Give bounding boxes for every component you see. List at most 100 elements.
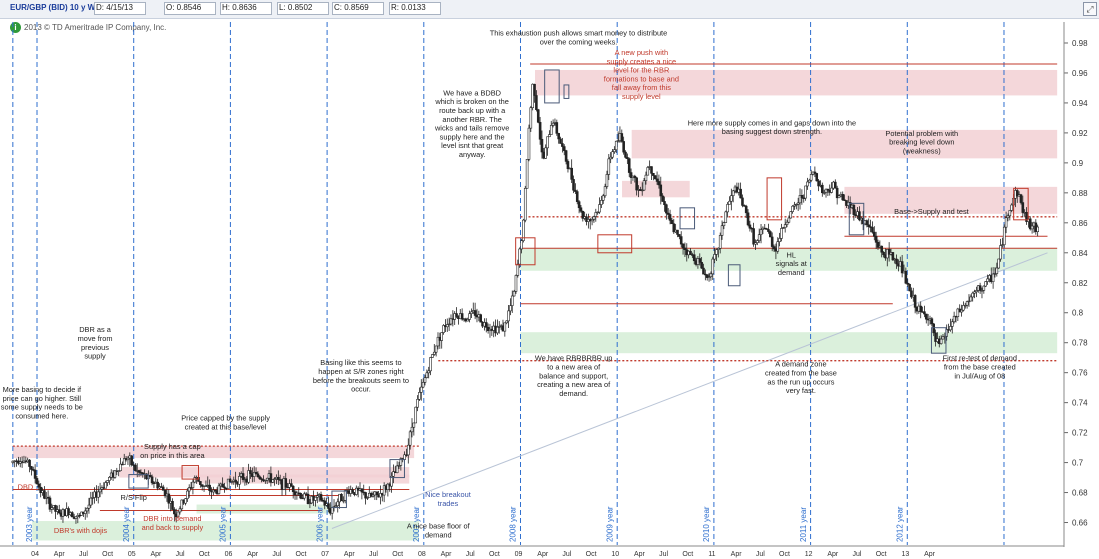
candle-body xyxy=(254,472,258,475)
y-tick-label: 0.82 xyxy=(1072,279,1088,288)
x-tick-label: Apr xyxy=(150,551,162,558)
candle-body xyxy=(574,189,577,192)
candle-body xyxy=(796,202,800,205)
candle-body xyxy=(633,175,637,179)
candle-body xyxy=(785,221,789,225)
x-tick-label: Oct xyxy=(489,551,500,558)
annotation-line: occur. xyxy=(351,385,371,394)
annotation-line: HL xyxy=(787,250,796,259)
candle-body xyxy=(575,191,579,202)
candle-body xyxy=(752,228,755,245)
candle-body xyxy=(1028,218,1032,230)
candle-body xyxy=(997,258,1000,269)
candle-body xyxy=(323,500,327,506)
candle-body xyxy=(620,133,624,142)
candle-body xyxy=(949,326,952,331)
candle-body xyxy=(659,184,663,197)
highlight-box xyxy=(930,327,947,354)
candle-body xyxy=(780,228,783,239)
candle-body xyxy=(707,276,711,278)
annotation-line: creating a new area of xyxy=(537,380,611,389)
candle-body xyxy=(581,210,585,219)
annotation-line: signals at xyxy=(776,259,807,268)
annotation-line: wicks and tails remove xyxy=(434,124,509,133)
x-tick-label: 05 xyxy=(128,551,136,558)
annotation-line: created at this base/level xyxy=(185,422,267,431)
highlight-box xyxy=(727,264,741,287)
candle-body xyxy=(577,201,581,209)
candle-body xyxy=(800,195,804,199)
candle-body xyxy=(520,240,523,250)
candle-body xyxy=(967,300,971,303)
candle-body xyxy=(579,207,583,212)
header-box xyxy=(389,2,441,15)
annotation-line: R/S Flip xyxy=(121,493,147,502)
candle-body xyxy=(460,313,464,320)
candle-body xyxy=(336,501,340,507)
candle-body xyxy=(724,211,728,223)
candle-body xyxy=(776,241,780,252)
candles xyxy=(11,83,1039,524)
highlight-box xyxy=(766,177,783,221)
candle-body xyxy=(546,136,549,149)
highlight-box xyxy=(1013,187,1029,221)
expand-icon[interactable]: ⤢ xyxy=(1083,2,1097,16)
candle-body xyxy=(607,158,611,175)
candle-body xyxy=(447,323,451,326)
candle-body xyxy=(876,242,880,248)
candle-body xyxy=(260,478,263,480)
candle-body xyxy=(340,493,343,502)
candle-body xyxy=(865,220,869,226)
candle-body xyxy=(679,236,683,245)
annotations: This exhaustion push allows smart money … xyxy=(1,28,1017,539)
candle-body xyxy=(392,471,395,477)
annotation-line: We have a BDBD xyxy=(443,88,501,97)
annotation-text: Supply has a cap on price in this area xyxy=(140,442,205,460)
candle-body xyxy=(319,494,323,501)
candle-body xyxy=(273,478,276,480)
annotation-text: DBD xyxy=(18,483,34,492)
x-tick-label: Jul xyxy=(369,551,378,558)
year-label: 2008 year xyxy=(509,506,518,542)
candle-body xyxy=(652,173,655,176)
candle-body xyxy=(173,509,176,515)
candle-body xyxy=(536,109,540,123)
year-label: 2010 year xyxy=(702,506,711,542)
candle-body xyxy=(533,83,536,96)
candle-body xyxy=(410,426,414,433)
candle-body xyxy=(835,187,839,199)
candle-body xyxy=(364,492,367,499)
annotation-text: We have a BDBD which is broken on the rout… xyxy=(434,88,509,159)
highlight-box xyxy=(597,234,633,254)
candle-body xyxy=(869,226,872,228)
annotation-line: DBR into demand xyxy=(143,514,201,523)
annotation-text: DBR as a move from previous supply xyxy=(78,325,113,360)
candle-body xyxy=(290,483,293,487)
x-tick-label: Oct xyxy=(586,551,597,558)
candle-body xyxy=(171,500,174,510)
candle-body xyxy=(137,470,141,473)
candle-body xyxy=(256,473,260,477)
candle-body xyxy=(793,204,796,207)
annotation-line: happen at S/R zones right xyxy=(318,367,403,376)
annotation-line: This exhaustion push allows smart money … xyxy=(490,28,667,37)
candle-body xyxy=(728,200,731,205)
x-tick-label: Oct xyxy=(682,551,693,558)
candle-body xyxy=(419,386,423,393)
candle-body xyxy=(223,486,226,489)
candle-body xyxy=(713,254,716,260)
candle-body xyxy=(291,485,295,493)
candle-body xyxy=(700,262,703,269)
candle-body xyxy=(891,252,895,261)
candle-body xyxy=(754,242,757,245)
symbol-label[interactable]: EUR/GBP (BID) 10 y W xyxy=(10,3,96,12)
date-readout: D: 4/15/13 xyxy=(96,3,133,12)
candle-body xyxy=(871,227,874,233)
candle-body xyxy=(163,490,167,497)
candle-body xyxy=(791,205,794,212)
range-readout: R: 0.0133 xyxy=(391,3,426,12)
candle-body xyxy=(199,481,202,485)
demand-zone xyxy=(196,504,332,514)
candle-body xyxy=(449,318,453,325)
